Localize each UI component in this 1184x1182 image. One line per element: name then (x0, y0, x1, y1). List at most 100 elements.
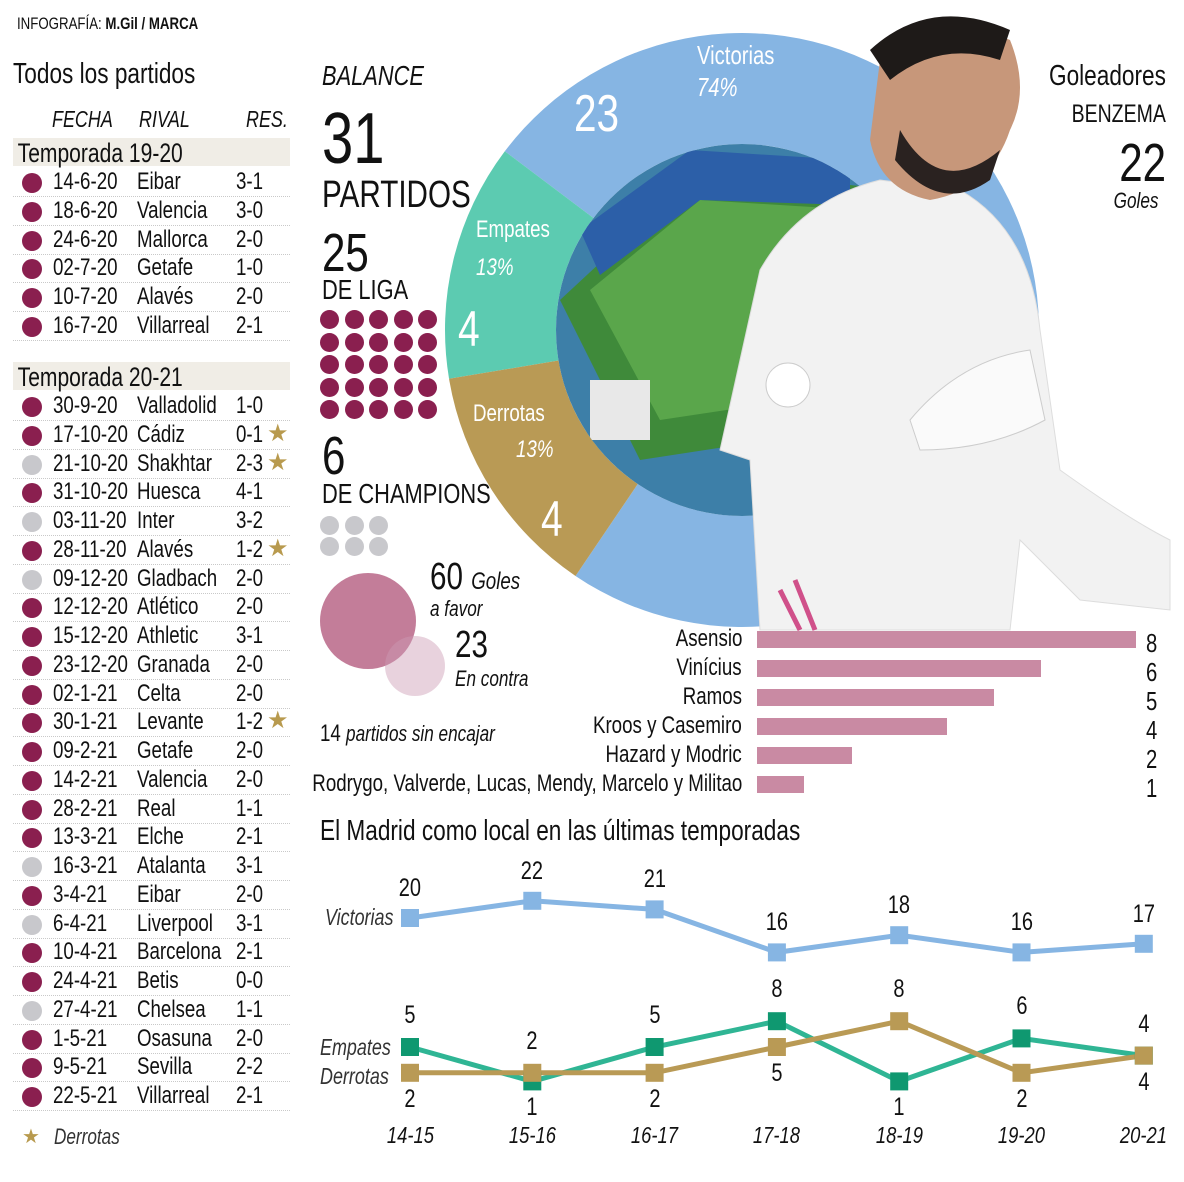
liga-dot-icon (22, 1087, 42, 1107)
match-date: 18-6-20 (53, 196, 118, 224)
match-result: 2-0 (236, 737, 264, 764)
match-result: 3-1 (236, 168, 264, 195)
marker-empates (645, 1038, 664, 1056)
empates-value-label: 1 (526, 1093, 538, 1122)
match-row: 28-11-20 Alavés 1-2 ★ (13, 535, 290, 565)
match-result: 3-1 (236, 852, 264, 879)
derrotas-value-label: 8 (893, 975, 905, 1004)
liga-dot-icon (22, 828, 42, 849)
marker-victorias (890, 926, 909, 945)
empates-value-label: 4 (1138, 1009, 1150, 1038)
match-result: 2-0 (236, 225, 264, 253)
match-row: 30-1-21 Levante 1-2 ★ (13, 707, 290, 738)
match-rival: Atlético (137, 593, 199, 621)
donut-slice-empates (445, 151, 594, 379)
derrotas-percent: 13% (516, 436, 554, 463)
match-row: 16-3-21 Atalanta 3-1 (13, 852, 290, 881)
scorer-bar (757, 776, 805, 793)
liga-match-dot (369, 355, 388, 374)
marker-derrotas (645, 1063, 664, 1082)
match-result: 1-2 (236, 535, 264, 563)
match-row: 1-5-21 Osasuna 2-0 (13, 1025, 290, 1054)
liga-dot-icon (22, 397, 42, 417)
match-row: 12-12-20 Atlético 2-0 (13, 593, 290, 623)
empates-percent: 13% (476, 254, 514, 281)
match-result: 3-2 (236, 507, 264, 534)
match-date: 24-4-21 (53, 967, 118, 994)
scorer-goals: 8 (1146, 628, 1158, 658)
liga-dot-icon (22, 173, 42, 193)
match-date: 22-5-21 (53, 1082, 118, 1109)
match-rival: Elche (137, 823, 184, 851)
liga-match-dot (320, 400, 339, 419)
match-rival: Athletic (137, 622, 199, 649)
victorias-value: 23 (574, 85, 620, 143)
header-rival: RIVAL (139, 106, 190, 132)
scorer-bar (757, 718, 947, 735)
match-row: 31-10-20 Huesca 4-1 (13, 478, 290, 508)
header-result: RES. (246, 106, 288, 132)
victorias-value-label: 21 (643, 865, 666, 894)
match-row: 02-7-20 Getafe 1-0 (13, 254, 290, 284)
player-photo (719, 16, 1171, 632)
match-result: 2-0 (236, 564, 264, 592)
match-row: 24-6-20 Mallorca 2-0 (13, 226, 290, 255)
marker-victorias (401, 909, 419, 927)
match-date: 30-1-21 (53, 708, 118, 736)
series-label: Victorias (325, 904, 394, 930)
match-date: 16-3-21 (53, 852, 118, 879)
marker-victorias (1012, 943, 1031, 962)
x-tick-label: 15-16 (508, 1122, 556, 1148)
match-rival: Mallorca (137, 225, 208, 253)
scorer-bar (757, 660, 1042, 677)
match-result: 2-3 (236, 449, 264, 477)
liga-match-dot (369, 332, 388, 352)
liga-dot-icon (22, 972, 42, 992)
liga-match-dot (320, 332, 339, 352)
match-rival: Huesca (137, 478, 201, 506)
match-row: 22-5-21 Villarreal 2-1 (13, 1082, 290, 1111)
match-result: 2-2 (236, 1053, 264, 1081)
champions-dot-icon (22, 512, 42, 532)
scorer-name: Asensio (675, 625, 742, 652)
match-rival: Barcelona (137, 938, 222, 966)
victorias-value-label: 16 (765, 908, 789, 937)
liga-dot-icon (22, 627, 42, 647)
goals-against-circle (385, 636, 445, 696)
match-rival: Villarreal (137, 311, 210, 339)
marker-empates (401, 1038, 419, 1056)
liga-dot-icon (22, 230, 42, 251)
marker-derrotas (401, 1063, 419, 1082)
liga-match-dot (369, 310, 388, 329)
match-rival: Sevilla (137, 1053, 193, 1081)
scorer-goals: 2 (1146, 744, 1158, 774)
x-tick-label: 14-15 (386, 1122, 434, 1148)
empates-value: 4 (458, 301, 480, 357)
liga-match-dot (418, 310, 437, 329)
marker-victorias (767, 943, 786, 962)
empates-value-label: 8 (771, 975, 783, 1004)
match-row: 27-4-21 Chelsea 1-1 (13, 996, 290, 1025)
marker-empates (1012, 1029, 1031, 1048)
series-label: Derrotas (320, 1063, 389, 1089)
marker-derrotas (767, 1038, 786, 1056)
star-icon: ★ (22, 1126, 40, 1148)
line-chart-title: El Madrid como local en las últimas temp… (320, 815, 801, 847)
match-result: 2-0 (236, 1024, 264, 1052)
match-result: 2-1 (236, 311, 264, 339)
liga-dot-icon (22, 540, 42, 561)
champions-dot-icon (22, 1000, 42, 1021)
liga-dot-icon (22, 885, 42, 906)
liga-match-dot (344, 377, 364, 397)
match-row: 9-5-21 Sevilla 2-2 (13, 1053, 290, 1083)
match-date: 13-3-21 (53, 823, 118, 851)
match-rival: Alavés (137, 283, 194, 310)
match-rival: Eibar (137, 880, 181, 908)
match-result: 4-1 (236, 478, 264, 506)
derrotas-value-label: 2 (526, 1026, 538, 1055)
match-rival: Atalanta (137, 852, 206, 879)
match-date: 10-7-20 (53, 283, 118, 310)
match-result: 1-2 (236, 708, 264, 736)
derrotas-label: Derrotas (473, 400, 545, 427)
liga-label: DE LIGA (322, 274, 409, 305)
